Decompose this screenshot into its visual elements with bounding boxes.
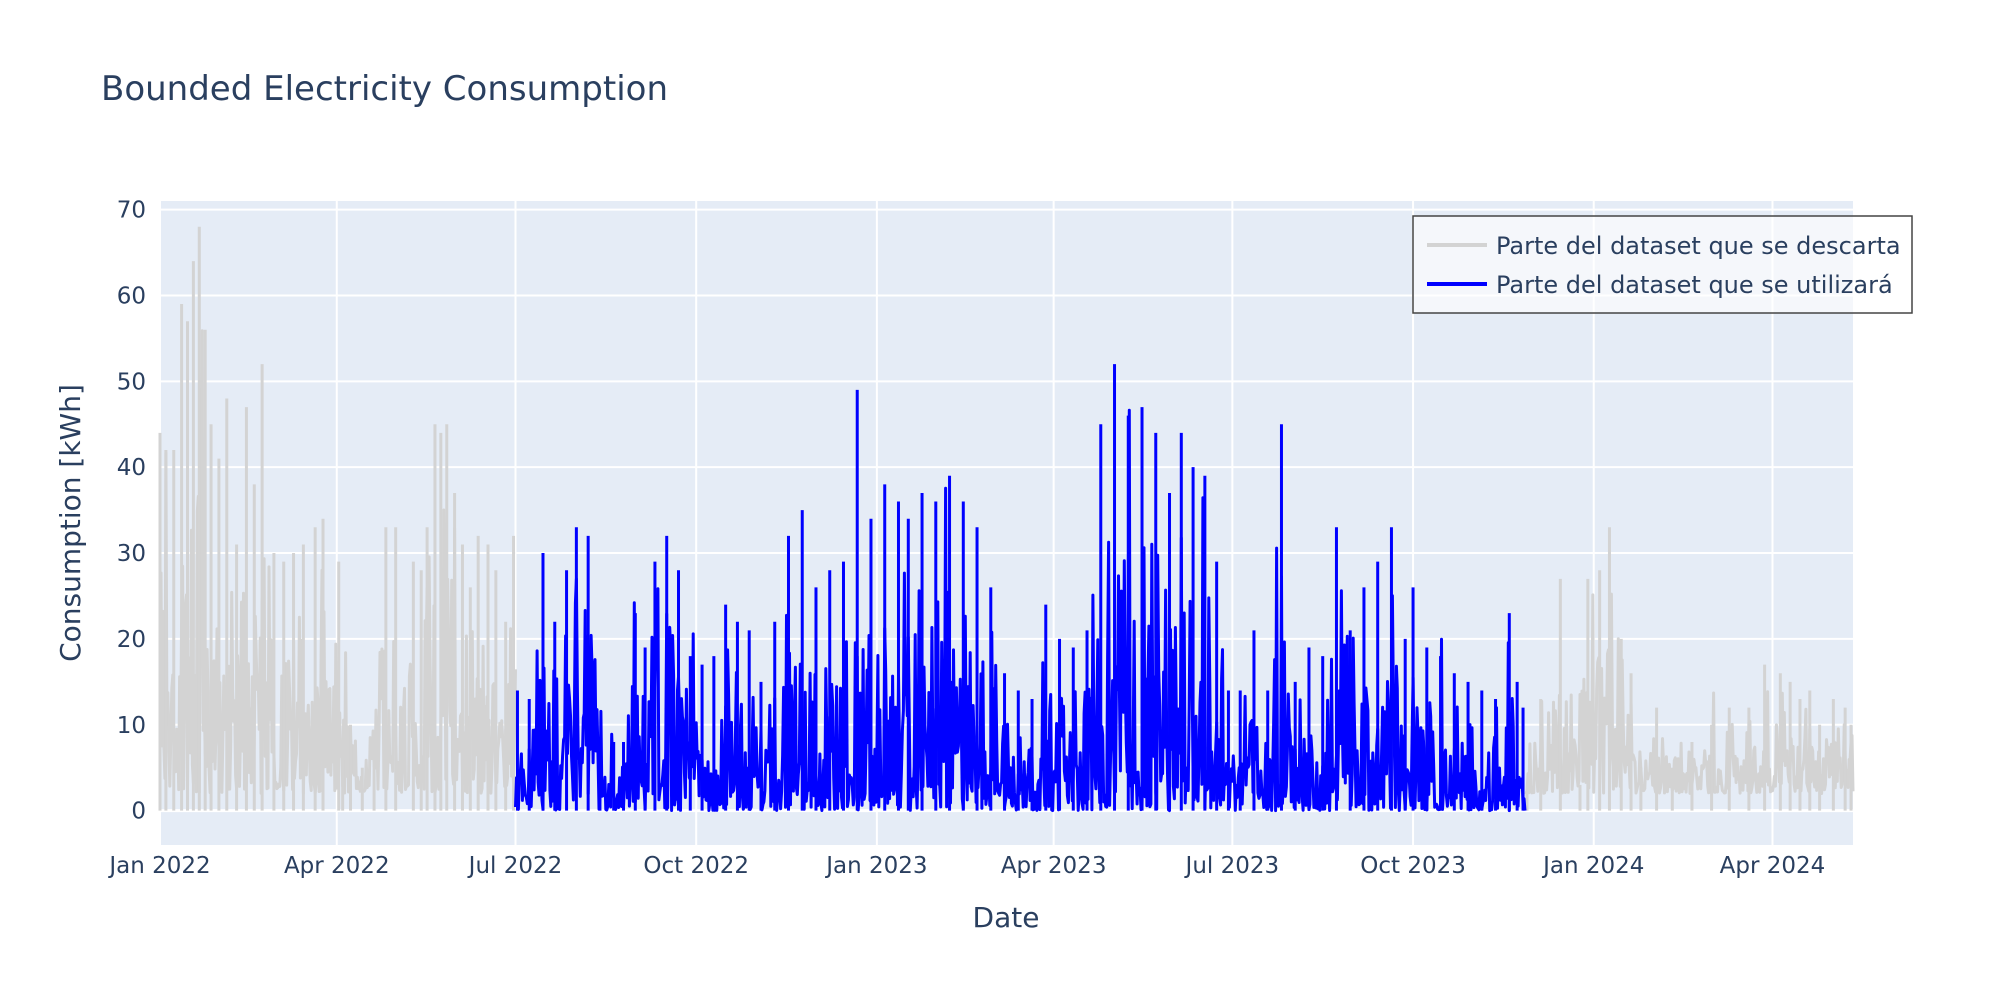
legend-label-used: Parte del dataset que se utilizará xyxy=(1496,271,1893,299)
x-axis-ticks: Jan 2022 Apr 2022 Jul 2022 Oct 2022 Jan 2023… xyxy=(107,853,1825,879)
x-tick-label: Jul 2022 xyxy=(467,853,563,879)
y-axis-ticks: 0 10 20 30 40 50 60 70 xyxy=(117,198,146,825)
chart-title: Bounded Electricity Consumption xyxy=(101,69,668,109)
y-tick-label: 30 xyxy=(117,541,146,567)
x-tick-label: Jul 2023 xyxy=(1184,853,1280,879)
series-0 xyxy=(158,226,1855,811)
legend-label-discarded: Parte del dataset que se descarta xyxy=(1496,232,1901,260)
x-tick-label: Apr 2023 xyxy=(1001,853,1107,879)
legend: Parte del dataset que se descarta Parte … xyxy=(1412,215,1913,314)
x-tick-label: Apr 2022 xyxy=(284,853,390,879)
y-tick-label: 60 xyxy=(117,283,146,309)
y-tick-label: 20 xyxy=(117,627,146,653)
y-tick-label: 50 xyxy=(117,369,146,395)
y-axis-title: Consumption [kWh] xyxy=(54,384,87,662)
series-line xyxy=(514,408,1527,813)
y-tick-label: 70 xyxy=(117,198,146,224)
x-tick-label: Jan 2024 xyxy=(1541,853,1644,879)
x-tick-label: Apr 2024 xyxy=(1720,853,1826,879)
x-axis-title: Date xyxy=(973,901,1040,934)
x-tick-label: Jan 2022 xyxy=(107,853,210,879)
y-tick-label: 0 xyxy=(131,799,146,825)
x-tick-label: Oct 2022 xyxy=(643,853,749,879)
series-layer xyxy=(158,226,1855,813)
y-tick-label: 40 xyxy=(117,455,146,481)
x-tick-label: Oct 2023 xyxy=(1360,853,1466,879)
series-1 xyxy=(514,364,1527,813)
y-tick-label: 10 xyxy=(117,713,146,739)
legend-box xyxy=(1412,215,1913,314)
x-tick-label: Jan 2023 xyxy=(824,853,927,879)
